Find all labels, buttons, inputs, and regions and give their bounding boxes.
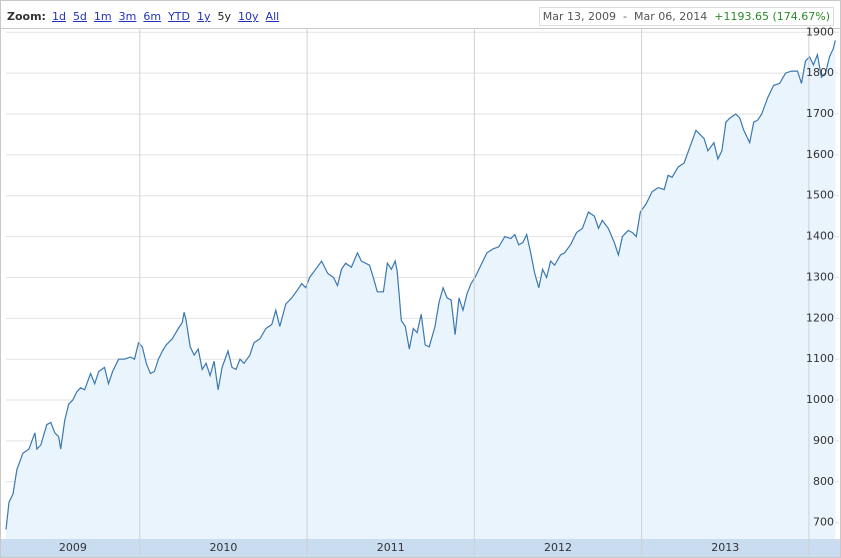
zoom-label: Zoom: [7,10,46,23]
zoom-option[interactable]: YTD [168,10,190,23]
zoom-option[interactable]: 3m [118,10,137,23]
x-tick-label: 2013 [711,541,739,554]
y-tick-label: 1900 [806,25,834,38]
zoom-option[interactable]: 1m [93,10,112,23]
start-date: Mar 13, 2009 [542,10,617,23]
y-tick-label: 900 [813,434,834,447]
y-tick-label: 1500 [806,189,834,202]
zoom-option[interactable]: 1d [51,10,66,23]
x-tick-label: 2010 [209,541,237,554]
zoom-option[interactable]: 10y [238,10,259,23]
x-tick-label: 2012 [544,541,572,554]
y-tick-label: 1400 [806,230,834,243]
separator: - [623,10,628,23]
zoom-option[interactable]: 6m [143,10,162,23]
zoom-option[interactable]: 5d [72,10,87,23]
zoom-option[interactable]: 5y [217,10,232,23]
area-fill [6,40,836,540]
y-tick-label: 1000 [806,393,834,406]
y-tick-label: 1200 [806,311,834,324]
price-line [5,40,836,530]
y-tick-label: 1600 [806,148,834,161]
zoom-controls: Zoom: 1d 5d 1m 3m 6m YTD 1y 5y 10y All [7,10,286,23]
y-tick-label: 800 [813,475,834,488]
y-tick-label: 1800 [806,66,834,79]
toolbar: Zoom: 1d 5d 1m 3m 6m YTD 1y 5y 10y All Mar 13, 200… [1,1,840,29]
y-tick-label: 1100 [806,352,834,365]
x-tick-label: 2009 [59,541,87,554]
zoom-option[interactable]: All [265,10,280,23]
y-tick-label: 700 [813,516,834,529]
end-date: Mar 06, 2014 [634,10,708,23]
zoom-option[interactable]: 1y [197,10,211,23]
y-tick-label: 1700 [806,107,834,120]
date-range: Mar 13, 2009 - Mar 06, 2014 +1193.65 (17… [538,7,834,26]
x-axis-strip [1,539,840,557]
change: +1193.65 (174.67%) [714,10,830,23]
x-tick-label: 2011 [377,541,405,554]
y-tick-label: 1300 [806,270,834,283]
